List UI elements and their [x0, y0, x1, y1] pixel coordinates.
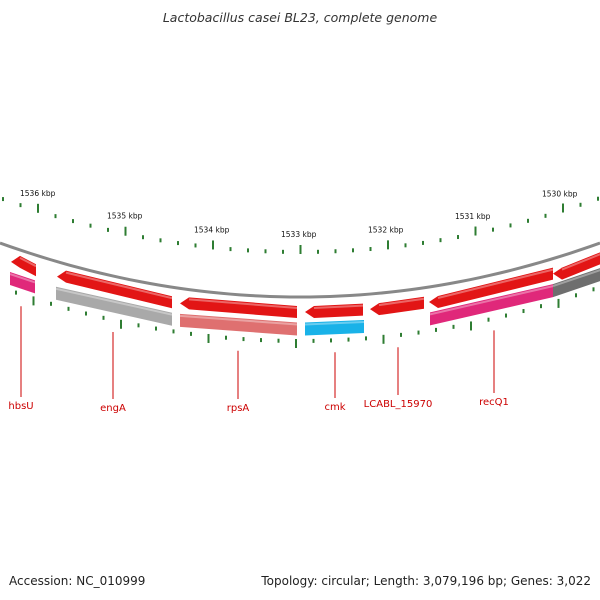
cds-arrow-shine	[65, 271, 173, 300]
cds-arrow	[180, 297, 297, 318]
cds-arrow	[370, 296, 424, 316]
scale-label: 1536 kbp	[20, 189, 56, 198]
scale-label: 1530 kbp	[542, 189, 578, 198]
gene-bar-shine	[9, 273, 36, 284]
cds-arrow-shine	[313, 304, 364, 309]
gene-bar	[430, 284, 553, 326]
scale-label: 1533 kbp	[281, 230, 317, 239]
gene-label: recQ1	[479, 397, 509, 408]
cds-arrow-shine	[19, 257, 37, 268]
cds-arrow-shine	[561, 253, 600, 271]
cds-arrow-shine	[437, 268, 554, 299]
scale-label: 1531 kbp	[455, 212, 491, 221]
gene-label: rpsA	[227, 403, 250, 414]
genome-backbone	[0, 241, 600, 299]
gene-label: hbsU	[8, 401, 33, 412]
gene-label: LCABL_15970	[364, 399, 433, 410]
gene-bar-shine	[179, 314, 298, 326]
gene-bar	[553, 268, 600, 298]
cds-arrow-shine	[188, 298, 298, 309]
gene-bar-shine	[429, 285, 554, 316]
cds-arrow	[553, 252, 600, 280]
gene-bar	[10, 272, 35, 294]
cds-arrow	[305, 303, 363, 318]
cds-arrow	[57, 270, 172, 309]
scale-label: 1534 kbp	[194, 225, 230, 234]
scale-label: 1535 kbp	[107, 212, 143, 221]
gene-bar	[56, 286, 172, 326]
gene-bar-shine	[55, 287, 173, 316]
cds-arrow	[429, 267, 553, 308]
genome-summary-text: Topology: circular; Length: 3,079,196 bp…	[261, 574, 591, 588]
scale-label: 1532 kbp	[368, 226, 404, 235]
gene-bar-shine	[552, 269, 600, 288]
gene-bar	[305, 320, 364, 336]
cds-arrow	[11, 255, 36, 277]
gene-bar	[180, 313, 297, 336]
map-title: Lactobacillus casei BL23, complete genom…	[162, 10, 438, 25]
cds-arrow-shine	[378, 297, 425, 307]
gene-bar-shine	[304, 321, 365, 326]
gene-label: cmk	[324, 402, 345, 413]
gene-label: engA	[100, 403, 126, 414]
accession-text: Accession: NC_010999	[9, 574, 146, 588]
